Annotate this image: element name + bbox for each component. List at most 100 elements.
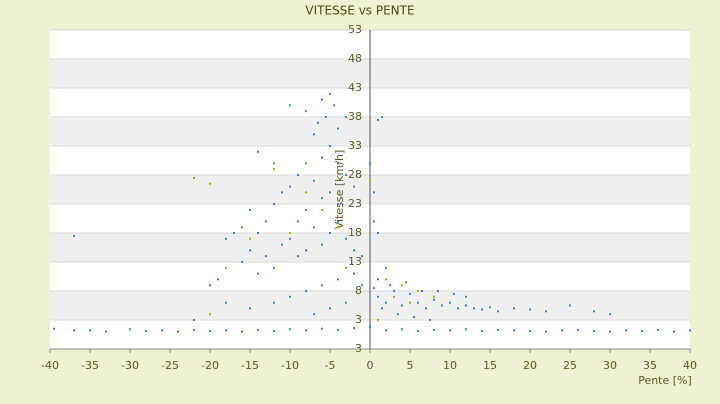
point (289, 185, 291, 188)
point (385, 329, 387, 332)
point (385, 266, 387, 269)
point (241, 226, 243, 229)
point (329, 145, 331, 147)
point (273, 301, 275, 304)
point (305, 208, 307, 211)
x-tick-label: -5 (325, 359, 336, 372)
point (273, 330, 275, 333)
point (353, 272, 355, 275)
x-tick-label: -35 (81, 359, 99, 372)
point (273, 162, 275, 165)
point (209, 330, 211, 333)
y-tick-label: 13 (348, 255, 362, 268)
point (561, 329, 563, 332)
x-tick-label: -40 (41, 359, 59, 372)
point (257, 328, 259, 331)
point (321, 327, 323, 330)
x-tick-label: -15 (241, 359, 259, 372)
point (273, 168, 275, 171)
point (353, 185, 355, 188)
x-axis-title: Pente [%] (638, 374, 692, 387)
point (321, 98, 323, 101)
point (281, 243, 283, 246)
point (217, 278, 219, 281)
point (329, 232, 331, 234)
point (321, 243, 323, 246)
point (241, 330, 243, 333)
point (377, 118, 379, 121)
point (177, 330, 179, 333)
point (281, 191, 283, 194)
y-tick-label: 43 (348, 81, 362, 94)
y-tick-label: 23 (348, 197, 362, 210)
point (225, 329, 227, 332)
y-tick-label: 18 (348, 226, 362, 239)
point (437, 290, 439, 292)
point (369, 162, 371, 165)
point (257, 272, 259, 275)
point (345, 174, 347, 176)
point (457, 307, 459, 310)
point (265, 220, 267, 223)
point (401, 328, 403, 331)
point (377, 319, 379, 321)
point (385, 278, 387, 281)
point (433, 295, 435, 298)
point (289, 328, 291, 331)
point (225, 301, 227, 304)
y-tick-label: 3 (355, 313, 362, 326)
point (337, 127, 339, 130)
point (313, 313, 315, 316)
point (481, 330, 483, 333)
point (345, 266, 347, 269)
point (73, 329, 75, 332)
point (577, 328, 579, 331)
point (361, 255, 363, 258)
x-tick-label: -25 (161, 359, 179, 372)
chart-title: VITESSE vs PENTE (305, 4, 414, 18)
y-tick-label: 28 (348, 168, 362, 181)
point (289, 104, 291, 107)
point (209, 284, 211, 287)
point (257, 232, 259, 234)
point (529, 330, 531, 333)
point (453, 292, 455, 295)
y-tick-label: 48 (348, 52, 362, 65)
x-tick-label: 0 (367, 359, 374, 372)
point (361, 284, 363, 287)
point (193, 328, 195, 331)
point (545, 330, 547, 333)
point (321, 284, 323, 287)
point (105, 330, 107, 333)
point (73, 234, 75, 237)
point (161, 329, 163, 332)
point (473, 307, 475, 310)
y-tick-label: 53 (348, 23, 362, 36)
x-tick-label: 15 (483, 359, 497, 372)
point (397, 313, 399, 316)
point (417, 330, 419, 333)
point (609, 330, 611, 333)
point (321, 208, 323, 211)
point (545, 310, 547, 313)
point (377, 295, 379, 298)
point (413, 316, 415, 319)
point (273, 203, 275, 205)
point (145, 330, 147, 333)
point (337, 278, 339, 281)
point (465, 295, 467, 298)
x-tick-label: 30 (603, 359, 617, 372)
point (193, 319, 195, 321)
point (481, 308, 483, 311)
point (381, 116, 383, 118)
x-tick-label: 20 (523, 359, 537, 372)
point (209, 313, 211, 316)
point (421, 290, 423, 292)
point (405, 281, 407, 284)
x-tick-label: -20 (201, 359, 219, 372)
point (433, 298, 435, 301)
point (257, 150, 259, 153)
point (297, 174, 299, 176)
point (193, 176, 195, 179)
point (249, 307, 251, 310)
